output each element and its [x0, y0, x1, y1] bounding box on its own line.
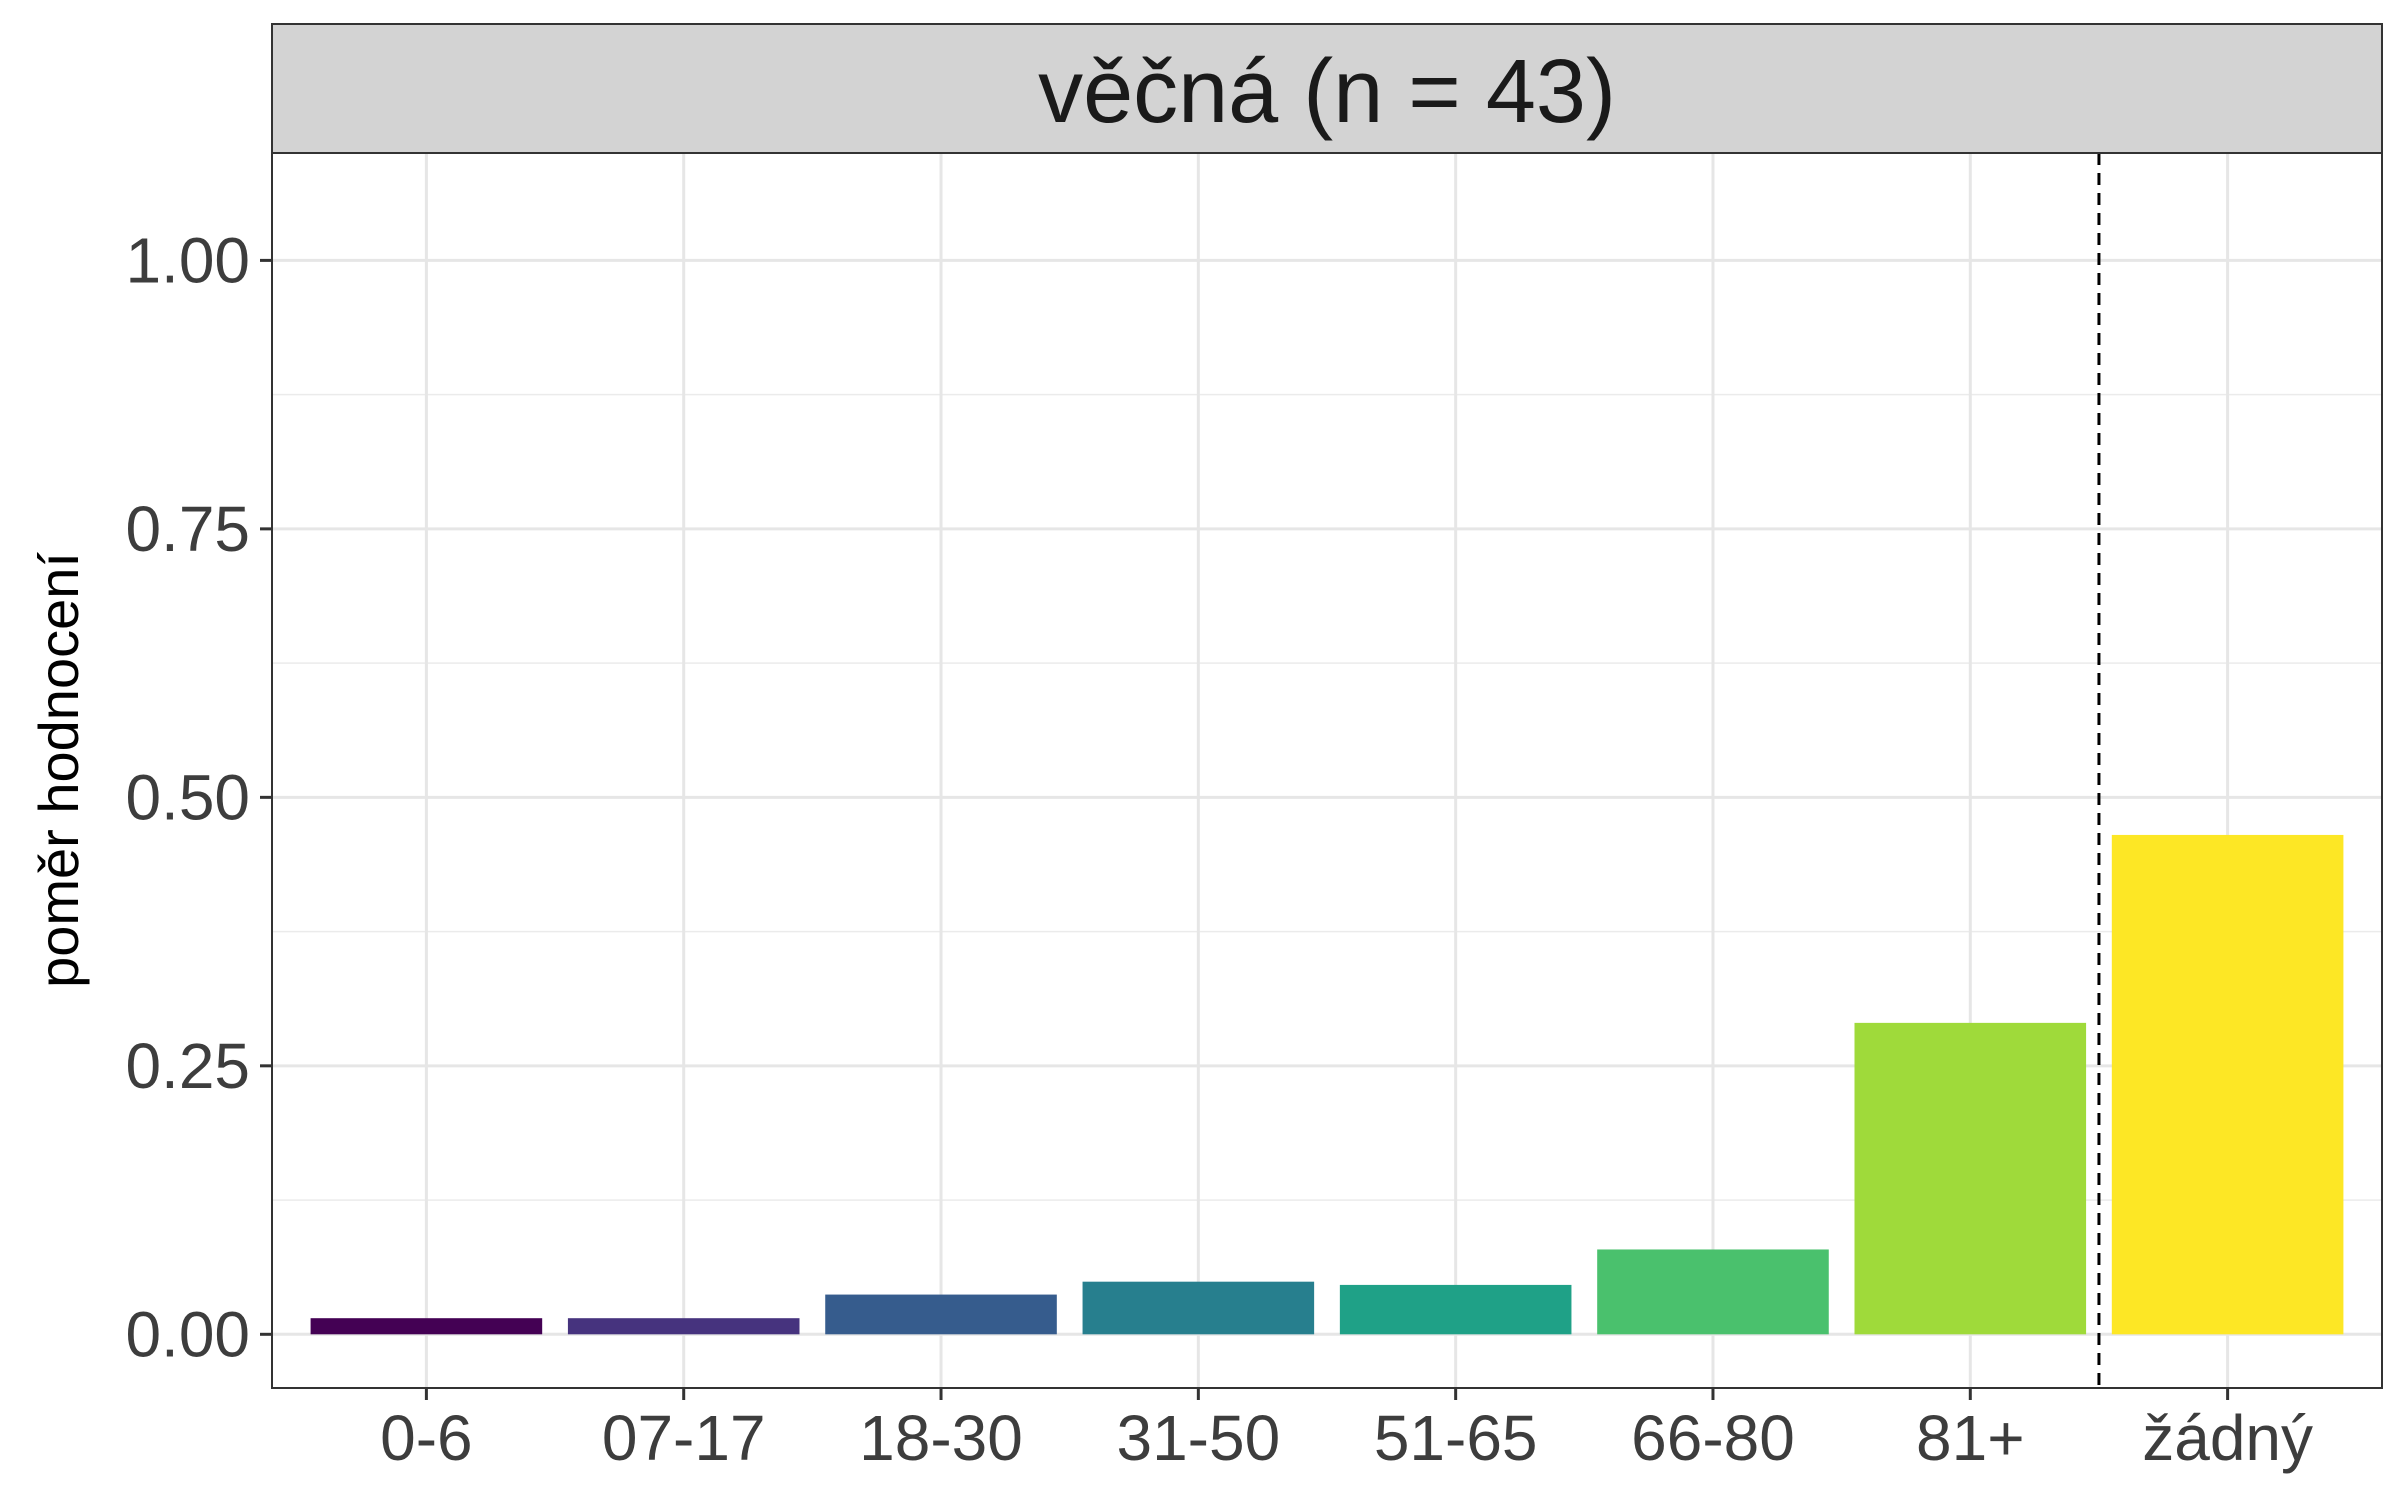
x-tick-label: 51-65	[1374, 1402, 1538, 1474]
y-axis: 0.00 0.25 0.50 0.75 1.00	[125, 224, 272, 1370]
y-tick-label: 0.75	[125, 493, 250, 565]
bar-18-30	[825, 1294, 1057, 1335]
y-axis-title: poměr hodnocení	[27, 552, 90, 988]
bar-žádný	[2111, 834, 2344, 1335]
x-tick-label: 81+	[1916, 1402, 2025, 1474]
bar-0-6	[310, 1318, 543, 1335]
x-tick-label: 18-30	[859, 1402, 1023, 1474]
facet-title: věčná (n = 43)	[1038, 42, 1616, 142]
bar-66-80	[1597, 1249, 1829, 1335]
x-tick-label: 66-80	[1631, 1402, 1795, 1474]
grid-lines	[272, 153, 2382, 1388]
x-tick-label: žádný	[2142, 1402, 2313, 1474]
x-tick-label: 07-17	[602, 1402, 766, 1474]
y-tick-label: 0.25	[125, 1030, 250, 1102]
bar-31-50	[1082, 1281, 1315, 1335]
bar-07-17	[567, 1318, 800, 1335]
bars-group	[310, 834, 2344, 1335]
x-tick-label: 31-50	[1116, 1402, 1280, 1474]
y-tick-label: 1.00	[125, 224, 250, 296]
facet-strip	[271, 23, 2383, 154]
bar-51-65	[1339, 1284, 1572, 1335]
y-tick-label: 0.00	[125, 1298, 250, 1370]
x-tick-label: 0-6	[380, 1402, 473, 1474]
x-axis: 0-6 07-17 18-30 31-50 51-65 66-80 81+ žádný	[380, 1388, 2313, 1474]
bar-81+	[1854, 1022, 2087, 1335]
y-tick-label: 0.50	[125, 761, 250, 833]
